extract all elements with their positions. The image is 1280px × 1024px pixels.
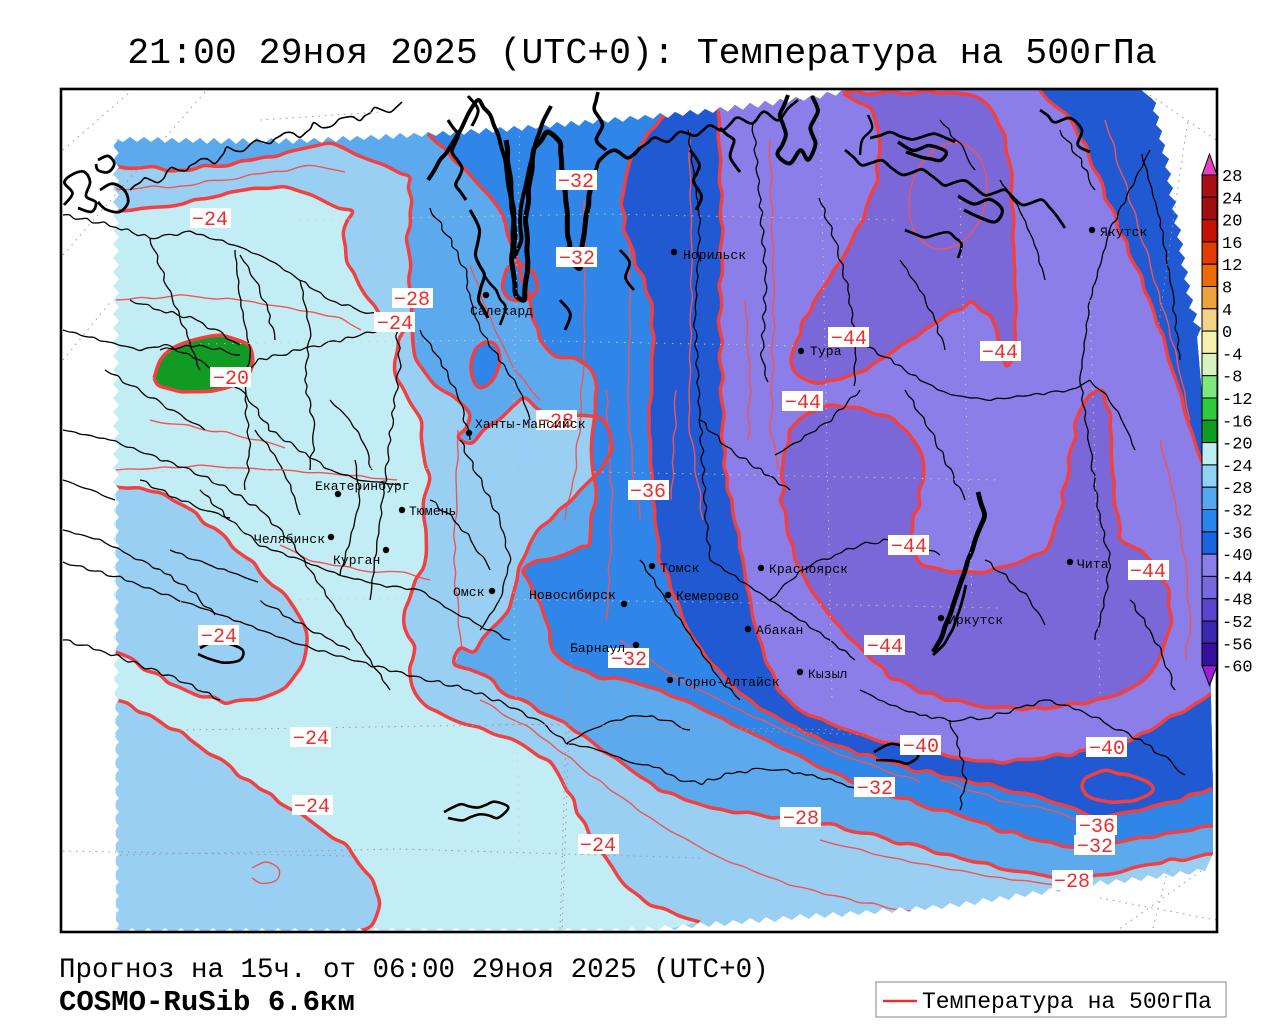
svg-text:−40: −40: [903, 736, 939, 759]
svg-text:−36: −36: [630, 481, 666, 504]
svg-text:Кемерово: Кемерово: [676, 589, 739, 604]
svg-text:Ханты-Мансийск: Ханты-Мансийск: [475, 417, 586, 432]
svg-text:−40: −40: [1089, 738, 1125, 761]
svg-text:−28: −28: [394, 289, 430, 312]
svg-text:Горно-Алтайск: Горно-Алтайск: [677, 675, 780, 690]
svg-text:−32: −32: [611, 649, 647, 672]
svg-text:-48: -48: [1222, 592, 1253, 611]
svg-text:Курган: Курган: [333, 553, 380, 568]
svg-text:Чита: Чита: [1077, 557, 1109, 572]
svg-text:−24: −24: [377, 313, 413, 336]
svg-text:8: 8: [1222, 280, 1232, 299]
svg-text:24: 24: [1222, 190, 1242, 209]
svg-text:-44: -44: [1222, 569, 1253, 588]
svg-text:COSMO-RuSib 6.6км: COSMO-RuSib 6.6км: [59, 986, 355, 1019]
svg-text:−44: −44: [982, 342, 1018, 365]
svg-text:16: 16: [1222, 235, 1242, 254]
svg-text:−20: −20: [213, 368, 249, 391]
svg-text:Омск: Омск: [453, 585, 485, 600]
svg-text:21:00 29ноя 2025 (UTC+0): Темп: 21:00 29ноя 2025 (UTC+0): Температура на…: [127, 33, 1156, 74]
svg-text:-12: -12: [1222, 391, 1253, 410]
svg-text:Тура: Тура: [810, 344, 842, 359]
svg-text:Прогноз на 15ч. от 06:00 29ноя: Прогноз на 15ч. от 06:00 29ноя 2025 (UTC…: [59, 955, 769, 986]
svg-text:Екатеринбург: Екатеринбург: [315, 479, 410, 494]
svg-text:−32: −32: [559, 248, 595, 271]
svg-text:−24: −24: [201, 626, 237, 649]
svg-text:−44: −44: [891, 536, 927, 559]
svg-text:4: 4: [1222, 302, 1232, 321]
svg-text:Салехард: Салехард: [470, 304, 533, 319]
svg-text:Новосибирск: Новосибирск: [529, 588, 616, 603]
svg-text:−24: −24: [580, 835, 616, 858]
svg-text:Якутск: Якутск: [1100, 225, 1148, 240]
svg-text:−44: −44: [785, 392, 821, 415]
svg-text:−28: −28: [538, 411, 574, 434]
svg-text:-20: -20: [1222, 436, 1253, 455]
svg-text:-60: -60: [1222, 659, 1253, 678]
svg-text:Кызыл: Кызыл: [808, 667, 848, 682]
svg-text:−32: −32: [857, 778, 893, 801]
svg-text:−24: −24: [294, 796, 330, 819]
svg-text:−44: −44: [867, 636, 903, 659]
svg-text:-24: -24: [1222, 458, 1253, 477]
svg-text:−36: −36: [1079, 816, 1115, 839]
svg-text:-32: -32: [1222, 503, 1253, 522]
svg-text:-52: -52: [1222, 614, 1253, 633]
svg-text:0: 0: [1222, 324, 1232, 343]
svg-text:Красноярск: Красноярск: [769, 562, 848, 577]
svg-text:-8: -8: [1222, 369, 1242, 388]
svg-text:-4: -4: [1222, 346, 1242, 365]
svg-text:-16: -16: [1222, 413, 1253, 432]
svg-text:Иркутск: Иркутск: [948, 613, 1003, 628]
svg-text:Томск: Томск: [660, 561, 700, 576]
svg-text:-56: -56: [1222, 636, 1253, 655]
svg-text:−32: −32: [558, 171, 594, 194]
svg-text:−44: −44: [1130, 561, 1166, 584]
svg-text:Абакан: Абакан: [756, 623, 803, 638]
svg-text:−24: −24: [293, 728, 329, 751]
svg-text:−28: −28: [783, 808, 819, 831]
svg-text:Норильск: Норильск: [683, 248, 746, 263]
svg-text:−32: −32: [1077, 836, 1113, 859]
svg-text:−24: −24: [192, 209, 228, 232]
svg-text:Челябинск: Челябинск: [254, 532, 325, 547]
svg-text:12: 12: [1222, 257, 1242, 276]
svg-text:28: 28: [1222, 168, 1242, 187]
svg-text:Тюмень: Тюмень: [409, 504, 456, 519]
svg-text:Барнаул: Барнаул: [570, 641, 625, 656]
svg-text:−28: −28: [1054, 871, 1090, 894]
svg-text:Температура на 500гПа: Температура на 500гПа: [922, 989, 1212, 1015]
svg-text:20: 20: [1222, 213, 1242, 232]
svg-text:−44: −44: [831, 328, 867, 351]
svg-text:-40: -40: [1222, 547, 1253, 566]
svg-text:-28: -28: [1222, 480, 1253, 499]
svg-text:-36: -36: [1222, 525, 1253, 544]
